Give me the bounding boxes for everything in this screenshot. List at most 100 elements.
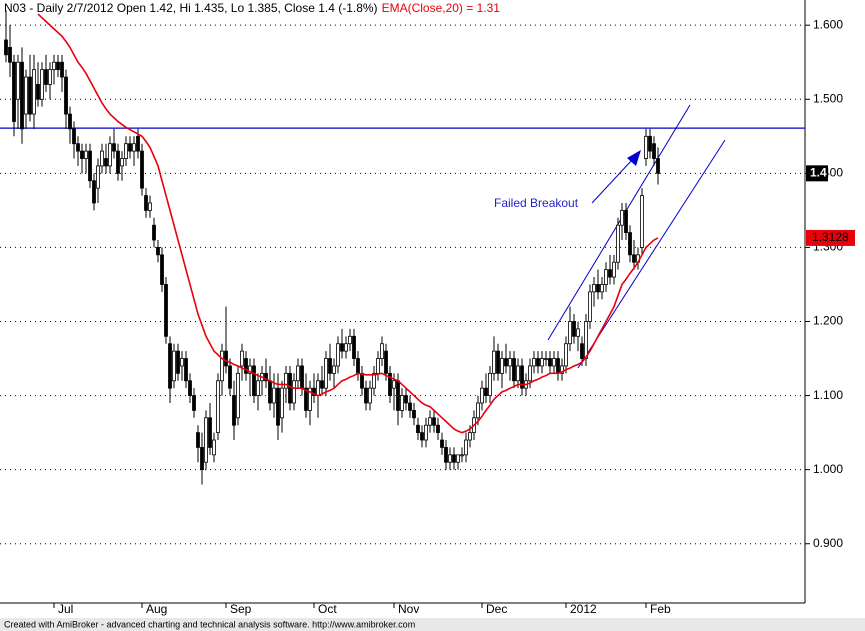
candle-body <box>12 61 16 122</box>
indicator-title: EMA(Close,20) = 1.31 <box>382 1 501 15</box>
annotation: Failed Breakout <box>494 196 579 210</box>
candle-body <box>312 387 316 396</box>
candle-body <box>60 61 64 78</box>
candle-body <box>344 343 348 352</box>
candle-body <box>640 195 644 248</box>
candle-body <box>36 84 40 100</box>
y-tick-label: 1.000 <box>813 462 843 476</box>
candle-body <box>152 224 156 241</box>
channel-upper <box>547 104 691 341</box>
candle-body <box>104 158 108 167</box>
candle-body <box>208 417 212 448</box>
candle-body <box>504 358 508 367</box>
candle-body <box>264 372 268 382</box>
x-tick-label: Oct <box>318 602 337 616</box>
y-tick-label: 1.500 <box>813 91 843 105</box>
candle-body <box>652 143 656 159</box>
candle-body <box>248 365 252 374</box>
candle-body <box>140 150 144 189</box>
candle-body <box>568 321 572 345</box>
candle-body <box>156 247 160 256</box>
candle-body <box>324 358 328 389</box>
candle-body <box>72 128 76 145</box>
candle-body <box>300 365 304 389</box>
candle-body <box>24 76 28 115</box>
candle-body <box>588 291 592 322</box>
candle-body <box>32 69 36 115</box>
candle-body <box>520 365 524 389</box>
candle-body <box>288 372 292 404</box>
candle-body <box>184 358 188 382</box>
candle-body <box>496 350 500 374</box>
candle-body <box>308 387 312 411</box>
candle-body <box>244 358 248 374</box>
candle-body <box>168 343 172 389</box>
candle-body <box>284 372 288 389</box>
candle-body <box>148 202 152 211</box>
candle-body <box>68 113 72 130</box>
candle-body <box>408 402 412 411</box>
candle-body <box>336 343 340 367</box>
candle-body <box>48 69 52 85</box>
candle-body <box>384 350 388 374</box>
candle-body <box>440 439 444 448</box>
candle-body <box>204 417 208 463</box>
candle-body <box>116 150 120 174</box>
candle-body <box>364 387 368 404</box>
candle-body <box>92 180 96 204</box>
candle-body <box>528 365 532 382</box>
candle-body <box>596 284 600 293</box>
candle-body <box>252 365 256 396</box>
candle-body <box>464 439 468 456</box>
candle-body <box>44 69 48 85</box>
candle-body <box>56 61 60 71</box>
candle-body <box>212 439 216 456</box>
candle-body <box>200 447 204 471</box>
candle-body <box>108 143 112 167</box>
candle-body <box>416 424 420 434</box>
candle-body <box>80 150 84 159</box>
candle-body <box>532 358 536 367</box>
y-tick-label: 1.600 <box>813 17 843 31</box>
candle-body <box>584 321 588 359</box>
x-tick-label: Nov <box>398 602 419 616</box>
candle-body <box>436 424 440 434</box>
candle-body <box>612 261 616 278</box>
candle-body <box>604 269 608 285</box>
ema-badge <box>806 229 855 246</box>
candle-body <box>576 328 580 337</box>
y-tick-label: 0.900 <box>813 536 843 550</box>
candle-body <box>256 380 260 396</box>
y-tick-label: 1.100 <box>813 388 843 402</box>
candle-body <box>224 350 228 367</box>
candle-body <box>648 135 652 152</box>
candle-body <box>164 284 168 337</box>
candle-body <box>236 372 240 419</box>
candle-body <box>592 284 596 293</box>
candle-body <box>628 232 632 256</box>
candle-body <box>548 358 552 367</box>
candle-body <box>480 387 484 404</box>
channel-lower <box>577 139 726 369</box>
x-tick-label: Dec <box>486 602 507 616</box>
candle-body <box>332 365 336 374</box>
candle-body <box>372 372 376 389</box>
candle-body <box>536 358 540 367</box>
candle-body <box>296 365 300 382</box>
candle-body <box>128 143 132 152</box>
candle-body <box>572 321 576 337</box>
candle-body <box>616 224 620 263</box>
candle-body <box>432 417 436 426</box>
candle-body <box>380 343 384 359</box>
candle-body <box>644 135 648 159</box>
candle-body <box>240 350 244 367</box>
candle-body <box>404 395 408 404</box>
candle-body <box>444 447 448 463</box>
candle-body <box>172 350 176 382</box>
candle-body <box>112 143 116 152</box>
x-tick-label: Aug <box>146 602 167 616</box>
arrow-head <box>627 150 641 166</box>
ema-label: 1.3128 <box>812 230 849 244</box>
